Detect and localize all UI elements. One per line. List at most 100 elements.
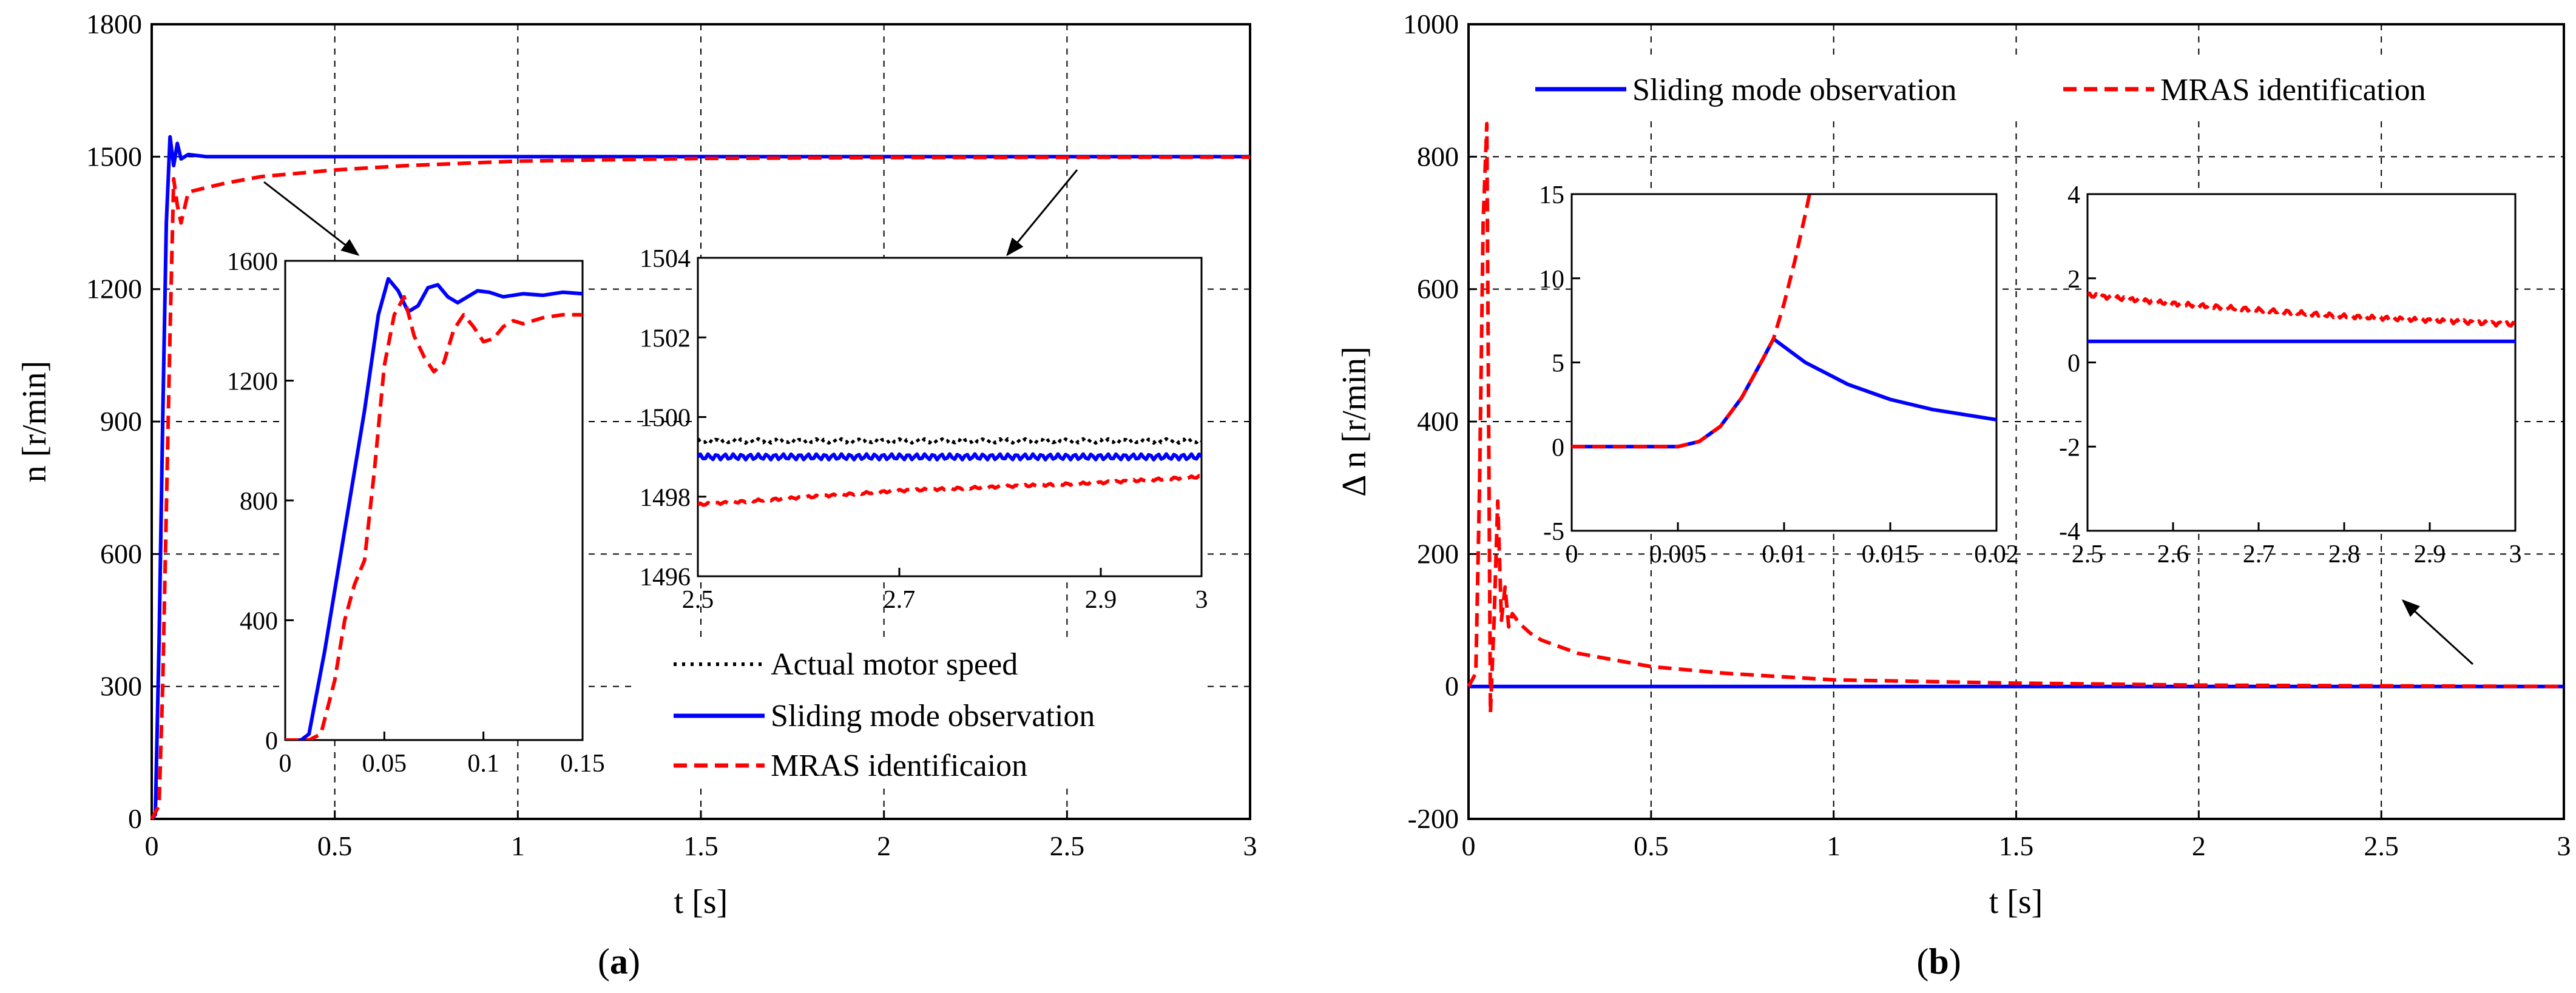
chart-a-ytick-1: 300 (100, 671, 142, 702)
chart-b-inset-1-xtick-0: 0 (1566, 540, 1578, 568)
chart-b-ytick-1: 0 (1445, 671, 1459, 702)
chart-a-inset-1-xtick-1: 0.05 (362, 750, 407, 778)
chart-b-legend: Sliding mode observation MRAS identifica… (1523, 61, 2506, 115)
chart-a-inset-1-ytick-3: 1200 (227, 368, 278, 396)
chart-b-xtick-1: 0.5 (1634, 830, 1669, 861)
chart-a-xlabel: t [s] (674, 883, 728, 921)
chart-b-inset-1-ytick-4: 15 (1539, 181, 1564, 209)
chart-a-inset-2-ticks: 2.5 2.7 2.9 3 1496 1498 1500 1502 1504 (640, 245, 1208, 614)
chart-b-inset-2-area (2086, 193, 2517, 532)
chart-b-series (1467, 121, 2564, 715)
chart-a-inset-2-series (698, 437, 1202, 507)
chart-a-legend-label-2: MRAS identificaion (771, 749, 1027, 783)
chart-a-inset-2-ytick-3: 1502 (640, 325, 691, 352)
chart-a-ticks: 0 0.5 1 1.5 2 2.5 3 0 300 600 900 1200 1500 1800 (86, 8, 1257, 861)
chart-b-inset-1-series-1-line (1572, 194, 1811, 449)
chart-a-ytick-3: 900 (100, 406, 142, 437)
chart-b-inset-2-xtick-5: 3 (2509, 540, 2522, 568)
chart-b-inset-2-xtick-3: 2.8 (2328, 540, 2361, 568)
chart-a-ytick-5: 1500 (86, 141, 142, 172)
chart-b-arrow (2401, 599, 2474, 665)
chart-a-xtick-4: 2 (877, 830, 891, 861)
chart-a-inset-1-xtick-3: 0.15 (560, 750, 605, 778)
chart-a-series (150, 135, 1251, 820)
chart-b-ytick-5: 800 (1417, 141, 1459, 172)
chart-a-inset-1-ytick-4: 1600 (227, 248, 278, 276)
chart-a-inset-2-series-group (698, 437, 1202, 507)
chart-b-xtick-6: 3 (2557, 830, 2571, 861)
chart-a-series-1-line (150, 155, 1251, 820)
chart-a-arrow-left (263, 181, 360, 256)
chart-b-ylabel: Δ n [r/min] (1336, 346, 1373, 497)
chart-b-inset-2-xtick-2: 2.7 (2243, 540, 2275, 568)
chart-a-inset-1-ticks: 0 0.05 0.1 0.15 0 400 800 1200 1600 (227, 248, 605, 778)
chart-a-ylabel: n [r/min] (16, 361, 53, 483)
chart-b-panel-label: (b) (1916, 941, 1961, 981)
chart-b-inset-1-xtick-3: 0.015 (1862, 540, 1919, 568)
chart-a-xtick-1: 0.5 (317, 830, 353, 861)
chart-a-inset-1-ytick-2: 800 (240, 488, 278, 516)
chart-a-xtick-0: 0 (145, 830, 159, 861)
chart-b-inset-1-series-group (1572, 194, 1996, 449)
chart-a: 0 0.5 1 1.5 2 2.5 3 0 300 600 900 1200 1500 1800 0 0.0… (16, 8, 1257, 981)
chart-a-xtick-3: 1.5 (683, 830, 718, 861)
chart-b-inset-1-ytick-3: 10 (1539, 266, 1564, 294)
chart-b-inset-1-xtick-2: 0.01 (1762, 540, 1807, 568)
chart-a-xtick-2: 1 (511, 830, 525, 861)
chart-a-series-0-line (150, 135, 1250, 820)
chart-b-xtick-5: 2.5 (2364, 830, 2399, 861)
chart-b-ytick-0: -200 (1408, 803, 1459, 834)
chart-a-inset-1-series-0-line (285, 277, 583, 740)
chart-b-xtick-3: 1.5 (1999, 830, 2034, 861)
chart-a-ytick-0: 0 (128, 803, 142, 834)
chart-a-legend: Actual motor speed Sliding mode observat… (637, 643, 1202, 789)
chart-b-inset-1-series (1572, 194, 1996, 449)
chart-b-xtick-4: 2 (2192, 830, 2206, 861)
chart-b-inset-2-series-1-line (2088, 291, 2515, 328)
chart-a-inset-1-area (284, 260, 584, 741)
chart-a-ytick-4: 1200 (86, 274, 142, 305)
chart-a-inset-2-xtick-1: 2.7 (884, 586, 916, 614)
chart-b-legend-box (1523, 61, 2506, 115)
chart-a-inset-2-ytick-4: 1504 (640, 245, 691, 273)
chart-b-xlabel: t [s] (1989, 883, 2043, 921)
chart-a-ytick-6: 1800 (86, 8, 142, 39)
chart-b-inset-1-xtick-1: 0.005 (1649, 540, 1707, 568)
chart-b-inset-2-xtick-0: 2.5 (2072, 540, 2104, 568)
chart-b-inset-1-ytick-0: -5 (1543, 518, 1564, 546)
chart-a-inset-1-ytick-0: 0 (265, 727, 278, 755)
chart-a-inset-1-ytick-1: 400 (240, 608, 278, 636)
chart-b-inset-2-series (2088, 291, 2515, 343)
chart-b-xtick-0: 0 (1462, 830, 1476, 861)
chart-b-ytick-4: 600 (1417, 274, 1459, 305)
chart-a-inset-1-xtick-0: 0 (279, 750, 292, 778)
chart-b-legend-label-0: Sliding mode observation (1632, 73, 1956, 107)
chart-a-inset-2-xtick-3: 3 (1195, 586, 1208, 614)
chart-b-inset-2-ytick-4: 4 (2067, 181, 2080, 209)
chart-a-inset-2-series-2-line (698, 474, 1202, 507)
chart-a-inset-2-series-0-line (698, 437, 1202, 445)
chart-b-xtick-2: 1 (1827, 830, 1841, 861)
chart-b-inset-1-xtick-4: 0.02 (1974, 540, 2019, 568)
chart-a-inset-2-xtick-0: 2.5 (682, 586, 714, 614)
chart-b-inset-1-area (1570, 193, 1998, 532)
chart-a-inset-1-xtick-2: 0.1 (467, 750, 499, 778)
chart-a-legend-label-0: Actual motor speed (771, 647, 1018, 682)
chart-b-inset-2-xtick-1: 2.6 (2157, 540, 2189, 568)
chart-b-ytick-6: 1000 (1403, 8, 1459, 39)
chart-a-ytick-2: 600 (100, 538, 142, 569)
chart-b-ytick-3: 400 (1417, 406, 1459, 437)
chart-b-inset-2-ytick-1: -2 (2059, 434, 2080, 462)
chart-a-inset-1-series-group (285, 277, 583, 740)
chart-b-inset-2-ticks: 2.5 2.6 2.7 2.8 2.9 3 -4 -2 0 2 4 (2059, 181, 2522, 568)
chart-a-inset-2-xtick-2: 2.9 (1085, 586, 1117, 614)
chart-b-inset-2-ytick-2: 0 (2067, 350, 2080, 378)
chart-a-inset-2-area (697, 257, 1203, 577)
chart-a-legend-label-1: Sliding mode observation (771, 699, 1095, 733)
chart-a-inset-2-ytick-2: 1500 (640, 405, 691, 433)
chart-a-inset-1-series (285, 277, 583, 740)
chart-b-inset-2-series-group (2088, 291, 2515, 343)
